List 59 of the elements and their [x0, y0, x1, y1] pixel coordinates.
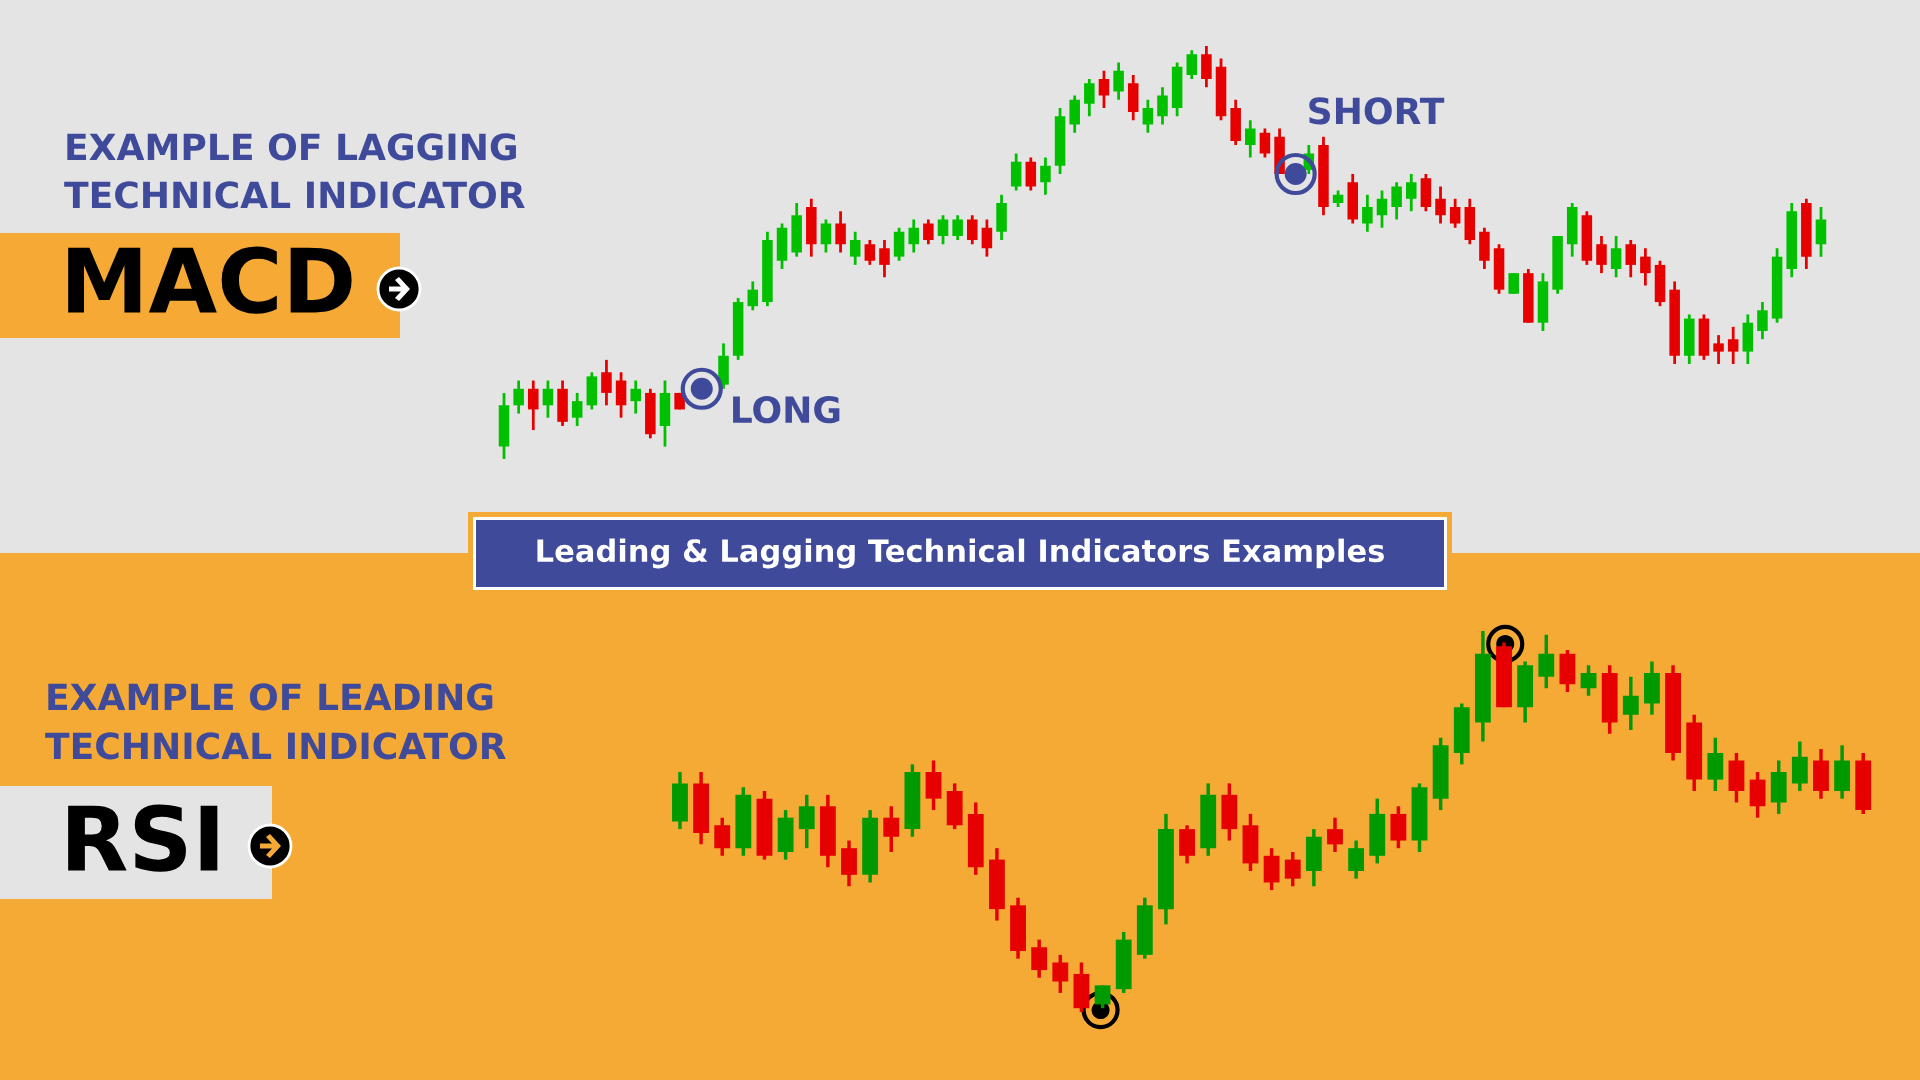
candlestick: [864, 238, 876, 267]
candlestick: [1031, 939, 1048, 978]
candlestick: [923, 218, 934, 246]
candlestick: [1098, 69, 1110, 110]
candlestick: [1435, 185, 1446, 225]
candlestick: [1084, 77, 1095, 118]
candlestick: [1348, 840, 1365, 879]
candlestick: [1640, 246, 1651, 287]
candlestick: [1449, 197, 1461, 230]
candlestick: [1327, 817, 1343, 852]
candlestick: [747, 280, 759, 312]
candlestick: [849, 230, 861, 267]
candlestick: [1508, 271, 1519, 296]
candlestick: [1596, 234, 1607, 275]
candlestick: [1538, 634, 1555, 689]
candlestick: [981, 218, 993, 259]
candlestick: [1284, 851, 1301, 887]
candlestick: [1625, 238, 1637, 279]
candlestick: [937, 213, 949, 246]
text: Leading & Lagging Technical Indicators Examples: [537, 538, 1384, 569]
candlestick: [1040, 156, 1051, 197]
candlestick: [879, 238, 890, 279]
candlestick: [1142, 98, 1154, 135]
text: MACD: [68, 246, 352, 314]
candlestick: [1580, 665, 1597, 696]
annotation: LONG: [733, 395, 840, 424]
candlestick: [1259, 127, 1271, 159]
candlestick: [1245, 118, 1256, 159]
candlestick: [1157, 85, 1168, 126]
candlestick: [542, 379, 554, 420]
candlestick: [835, 209, 846, 254]
candlestick: [1713, 333, 1724, 366]
candlestick: [1376, 189, 1388, 230]
candlestick: [952, 213, 963, 242]
candlestick: [1610, 234, 1622, 279]
annotation: SHORT: [1309, 97, 1445, 125]
candlestick: [1113, 61, 1124, 102]
candlestick: [1052, 954, 1069, 993]
text: EXAMPLE OF LAGGING TECHNICAL INDICATOR: [64, 133, 525, 209]
text: EXAMPLE OF LEADING TECHNICAL INDICATOR: [45, 683, 506, 760]
candlestick: [714, 817, 731, 856]
candlestick: [528, 379, 539, 432]
candlestick: [1362, 193, 1373, 234]
candlestick: [1622, 676, 1639, 731]
candlestick: [1405, 172, 1417, 213]
candlestick: [571, 391, 583, 428]
candlestick: [1186, 48, 1198, 81]
candlestick: [1391, 180, 1402, 221]
candlestick: [1727, 325, 1739, 366]
candlestick: [1757, 300, 1768, 341]
candlestick: [798, 794, 815, 849]
candlestick: [883, 806, 900, 852]
candlestick: [513, 379, 524, 415]
text: RSI: [68, 804, 218, 872]
candlestick: [820, 218, 832, 254]
candlestick: [630, 379, 641, 415]
candlestick: [908, 218, 920, 254]
candlestick: [967, 213, 978, 246]
candlestick: [601, 358, 612, 407]
